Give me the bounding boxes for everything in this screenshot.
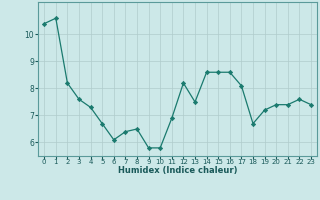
X-axis label: Humidex (Indice chaleur): Humidex (Indice chaleur) — [118, 166, 237, 175]
